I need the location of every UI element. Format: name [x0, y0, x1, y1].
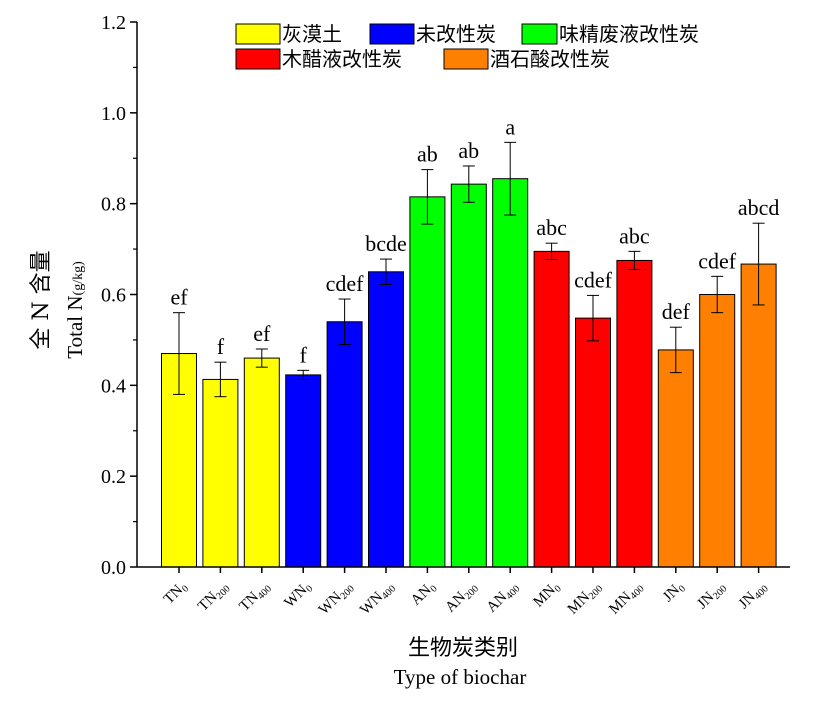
x-tick-label: WN0 [282, 579, 316, 613]
x-tick-label: MN200 [565, 579, 605, 619]
x-tick-label: AN200 [442, 579, 481, 618]
y-axis-unit: (g/kg) [71, 261, 86, 296]
legend-label: 酒石酸改性炭 [490, 47, 610, 71]
y-tick-label: 0.8 [101, 194, 126, 216]
bar [202, 378, 239, 568]
significance-letter: cdef [326, 271, 365, 296]
significance-letter: def [662, 299, 691, 324]
bar [740, 263, 777, 568]
bar [326, 321, 363, 568]
x-category-labels-layer: TN0 TN200 TN400 WN0 WN200 WN400 AN0 AN200 AN400 M… [161, 567, 771, 620]
y-axis-title-en-group: Total N(g/kg) [63, 261, 87, 359]
x-tick-label: MN400 [606, 579, 646, 619]
significance-letter: ef [253, 321, 271, 346]
legend-label: 木醋液改性炭 [282, 47, 402, 71]
bar [450, 183, 487, 568]
significance-letter: f [300, 342, 308, 367]
significance-letter: bcde [365, 231, 407, 256]
significance-letter: abc [619, 223, 650, 248]
x-tick-label: MN0 [530, 579, 563, 612]
y-axis-title-en-line: Total N(g/kg) [63, 261, 87, 359]
y-tick-label: 0.0 [101, 557, 126, 579]
y-ticks-layer: 0.0 0.2 0.4 0.6 0.8 1.0 1.2 [101, 12, 137, 579]
legend-swatch [443, 48, 489, 70]
legend-swatch [521, 23, 558, 45]
y-tick-label: 0.2 [101, 466, 126, 488]
x-axis-title-en: Type of biochar [394, 665, 527, 689]
bars-layer [161, 178, 777, 568]
bar [533, 250, 570, 568]
bar [243, 357, 280, 568]
x-tick-label: TN400 [237, 579, 274, 616]
x-tick-label: AN400 [484, 579, 523, 618]
bar [699, 294, 736, 568]
legend-label: 灰漠土 [282, 22, 342, 46]
significance-letter: abcd [738, 195, 780, 220]
bar [616, 259, 653, 568]
significance-letter: ef [170, 285, 188, 310]
significance-letter: f [217, 334, 225, 359]
x-tick-label: TN0 [161, 579, 191, 609]
x-tick-label-sub: 0 [553, 583, 564, 594]
legend-swatch [235, 48, 281, 70]
y-axis-title: 全 N 含量 [29, 250, 54, 349]
bar [492, 178, 529, 568]
x-tick-label: JN400 [736, 579, 771, 614]
bar [285, 374, 322, 568]
x-tick-label-sub: 0 [304, 583, 315, 594]
x-tick-label: AN0 [408, 579, 440, 611]
x-tick-label: WN200 [316, 579, 357, 620]
x-tick-label-sub: 0 [677, 583, 688, 594]
x-tick-label: JN0 [660, 579, 688, 607]
significance-letter: ab [458, 138, 479, 163]
x-tick-label-sub: 0 [428, 583, 439, 594]
y-axis-title-cn: 全 N 含量 [29, 250, 54, 349]
y-tick-label: 0.6 [101, 285, 126, 307]
significance-letter: abc [536, 215, 567, 240]
error-bars-layer [173, 141, 765, 398]
x-tick-label: JN200 [694, 579, 729, 614]
x-tick-label-sub: 0 [180, 583, 191, 594]
bar [368, 271, 404, 568]
significance-letter: a [505, 114, 515, 139]
y-tick-label: 1.2 [101, 12, 126, 34]
y-axis-title-en: Total N [63, 295, 87, 358]
bar [657, 349, 694, 568]
significance-letter: cdef [698, 248, 737, 273]
significance-letter: cdef [574, 267, 613, 292]
y-tick-label: 0.4 [101, 375, 126, 397]
x-tick-label: WN400 [357, 579, 398, 620]
legend-label: 味精废液改性炭 [559, 22, 699, 46]
legend-label: 未改性炭 [416, 22, 496, 46]
significance-letter: ab [417, 142, 438, 167]
bar [575, 317, 611, 568]
x-tick-label: TN200 [195, 579, 232, 616]
x-axis-title-cn: 生物炭类别 [408, 636, 518, 661]
y-tick-label: 1.0 [101, 103, 126, 125]
bar [409, 196, 446, 568]
legend-swatch [369, 23, 415, 45]
legend-swatch [235, 23, 281, 45]
